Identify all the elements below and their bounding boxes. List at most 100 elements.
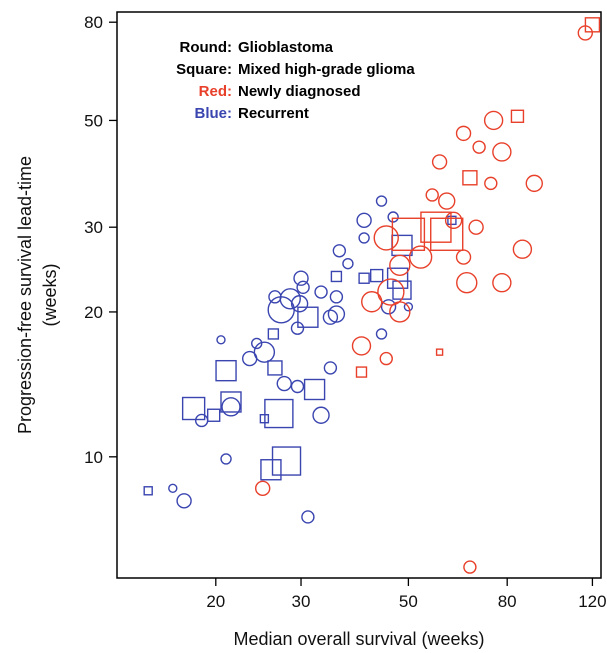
data-point-circle [373,225,399,251]
data-point-circle [455,249,472,265]
data-point-circle [483,110,504,131]
x-axis-ticks: 20 30 50 80 120 [206,578,607,611]
data-point-square [181,396,206,421]
data-point-circle [492,273,512,293]
data-point-circle [322,309,339,325]
data-point-circle [279,288,301,310]
data-point-circle [431,154,448,170]
y-axis-title-line1: Progression-free survival lead-time [15,156,35,434]
y-tick-label: 30 [84,218,103,237]
legend: Round: Glioblastoma Square: Mixed high-g… [176,39,415,122]
data-point-circle [329,290,344,304]
data-point-circle [323,361,338,375]
data-point-square [447,215,457,226]
legend-label-mixed-glioma: Mixed high-grade glioma [238,61,415,78]
data-point-circle [456,272,478,294]
data-point-circle [276,375,292,392]
data-point-circle [221,397,241,417]
data-point-circle [492,142,512,162]
data-point-circle [268,290,282,304]
data-point-circle [168,483,178,494]
data-point-circle [361,291,383,313]
legend-key-square: Square: [176,61,232,78]
data-point-circle [176,493,192,509]
data-point-square [430,217,464,251]
data-point-circle [403,302,414,312]
data-point-square [271,446,302,476]
data-point-circle [408,245,433,269]
y-tick-label: 80 [84,13,103,32]
data-point-circle [468,219,484,235]
data-point-circle [301,510,315,524]
data-point-circle [389,254,411,277]
data-point-circle [332,244,347,258]
data-point-circle [525,174,543,193]
data-point-circle [251,337,263,350]
data-point-circle [220,453,232,465]
data-point-circle [254,480,271,497]
data-point-circle [267,296,295,324]
series-newly-diagnosed [254,17,601,574]
data-point-circle [314,285,328,299]
data-point-square [303,378,326,401]
data-point-circle [375,195,388,207]
data-point-circle [425,188,439,202]
x-tick-label: 80 [498,592,517,611]
data-point-square [260,459,282,481]
data-point-square [369,268,384,283]
data-point-square [462,170,478,186]
data-point-square [330,270,343,283]
data-point-circle [296,280,310,295]
data-point-circle [375,328,388,340]
data-point-circle [455,125,472,142]
data-point-circle [463,560,477,574]
y-tick-label: 50 [84,111,103,130]
data-point-square [215,359,237,382]
data-point-square [358,272,370,284]
data-point-square [264,398,294,429]
legend-label-recurrent: Recurrent [238,105,309,122]
data-point-circle [194,413,209,428]
x-axis-title: Median overall survival (weeks) [233,629,484,649]
y-axis-title-line2: (weeks) [40,263,60,326]
data-point-circle [293,270,309,286]
data-point-circle [358,232,370,244]
data-point-circle [356,212,372,229]
data-point-circle [351,336,372,356]
data-point-circle [438,192,456,210]
data-point-circle [484,176,498,191]
data-point-circle [342,257,354,270]
data-point-square [584,17,601,33]
data-point-square [220,391,242,413]
x-tick-label: 20 [206,592,225,611]
legend-label-glioblastoma: Glioblastoma [238,39,334,56]
data-point-circle [216,335,226,345]
data-point-square [420,211,452,243]
x-tick-label: 50 [399,592,418,611]
x-tick-label: 30 [292,592,311,611]
legend-key-red: Red: [199,83,232,100]
data-point-circle [380,299,397,315]
y-tick-label: 20 [84,303,103,322]
data-point-square [297,306,319,328]
data-point-square [391,217,426,251]
legend-key-round: Round: [180,39,232,56]
data-point-square [143,486,153,496]
y-axis-ticks: 10 20 30 50 80 [84,13,117,467]
data-point-square [206,408,221,422]
data-point-circle [312,406,330,424]
data-point-circle [377,278,405,306]
x-tick-label: 120 [578,592,606,611]
plot-frame [116,11,602,579]
data-point-square [510,109,525,123]
data-point-square [435,348,444,356]
data-point-circle [379,351,393,366]
data-point-circle [472,140,486,154]
data-point-circle [389,301,411,323]
legend-key-blue: Blue: [195,105,233,122]
data-point-circle [512,239,533,259]
data-point-circle [290,379,305,394]
data-point-circle [327,305,346,323]
legend-label-newly-diagnosed: Newly diagnosed [238,83,361,100]
